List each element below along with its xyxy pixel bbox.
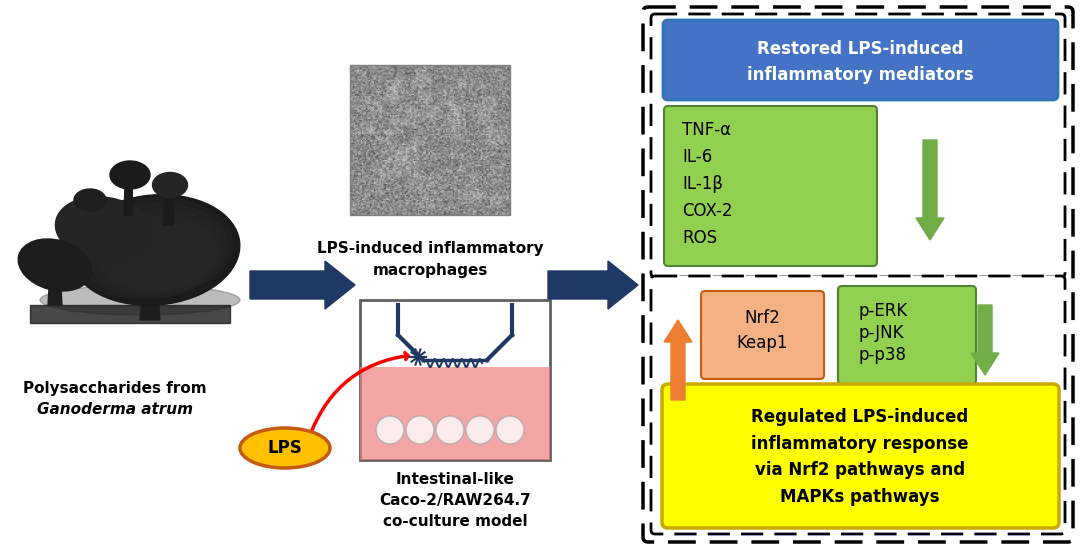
Polygon shape xyxy=(140,260,160,320)
Ellipse shape xyxy=(89,210,224,294)
FancyBboxPatch shape xyxy=(701,291,824,379)
Circle shape xyxy=(436,416,464,444)
FancyBboxPatch shape xyxy=(651,276,1065,534)
Bar xyxy=(360,300,550,460)
Ellipse shape xyxy=(55,197,154,263)
FancyArrow shape xyxy=(548,261,638,309)
Text: ROS: ROS xyxy=(681,229,717,247)
Text: p-JNK: p-JNK xyxy=(858,324,904,342)
Text: Regulated LPS-induced
inflammatory response
via Nrf2 pathways and
MAPKs pathways: Regulated LPS-induced inflammatory respo… xyxy=(752,409,969,505)
Ellipse shape xyxy=(68,197,232,298)
Polygon shape xyxy=(48,272,62,305)
Text: macrophages: macrophages xyxy=(373,263,488,277)
Polygon shape xyxy=(124,185,133,215)
Ellipse shape xyxy=(109,222,215,290)
Text: IL-6: IL-6 xyxy=(681,148,712,166)
FancyBboxPatch shape xyxy=(838,286,976,384)
Ellipse shape xyxy=(70,195,240,305)
Circle shape xyxy=(465,416,494,444)
FancyArrow shape xyxy=(916,140,944,240)
Bar xyxy=(360,367,550,460)
FancyBboxPatch shape xyxy=(664,106,877,266)
Ellipse shape xyxy=(75,189,106,211)
Bar xyxy=(30,305,230,323)
Ellipse shape xyxy=(152,172,188,197)
FancyBboxPatch shape xyxy=(651,14,1065,277)
Text: TNF-α: TNF-α xyxy=(681,121,731,139)
Polygon shape xyxy=(92,245,112,280)
Bar xyxy=(350,65,510,215)
Text: Restored LPS-induced
inflammatory mediators: Restored LPS-induced inflammatory mediat… xyxy=(746,40,973,84)
Circle shape xyxy=(496,416,524,444)
Text: IL-1β: IL-1β xyxy=(681,175,723,193)
Text: p-p38: p-p38 xyxy=(858,346,906,364)
Ellipse shape xyxy=(18,239,92,291)
Ellipse shape xyxy=(240,428,330,468)
Text: Intestinal-like: Intestinal-like xyxy=(395,473,514,487)
Ellipse shape xyxy=(40,285,240,315)
Text: LPS-induced inflammatory: LPS-induced inflammatory xyxy=(316,241,543,255)
Text: Caco-2/RAW264.7: Caco-2/RAW264.7 xyxy=(379,493,531,509)
FancyBboxPatch shape xyxy=(643,7,1074,542)
Text: Keap1: Keap1 xyxy=(737,334,787,352)
Ellipse shape xyxy=(110,161,150,189)
Text: Ganoderma atrum: Ganoderma atrum xyxy=(37,403,193,417)
FancyArrow shape xyxy=(664,320,692,400)
Ellipse shape xyxy=(99,216,219,292)
Text: COX-2: COX-2 xyxy=(681,202,732,220)
FancyArrow shape xyxy=(971,305,999,375)
Text: Nrf2: Nrf2 xyxy=(744,309,780,327)
Ellipse shape xyxy=(78,203,228,296)
Text: co-culture model: co-culture model xyxy=(382,515,527,529)
Text: p-ERK: p-ERK xyxy=(858,302,907,320)
Circle shape xyxy=(406,416,434,444)
Polygon shape xyxy=(163,195,174,225)
Text: LPS: LPS xyxy=(268,439,302,457)
Text: Polysaccharides from: Polysaccharides from xyxy=(23,381,206,395)
FancyArrow shape xyxy=(249,261,355,309)
FancyBboxPatch shape xyxy=(662,384,1059,528)
Circle shape xyxy=(376,416,404,444)
FancyBboxPatch shape xyxy=(663,20,1058,100)
